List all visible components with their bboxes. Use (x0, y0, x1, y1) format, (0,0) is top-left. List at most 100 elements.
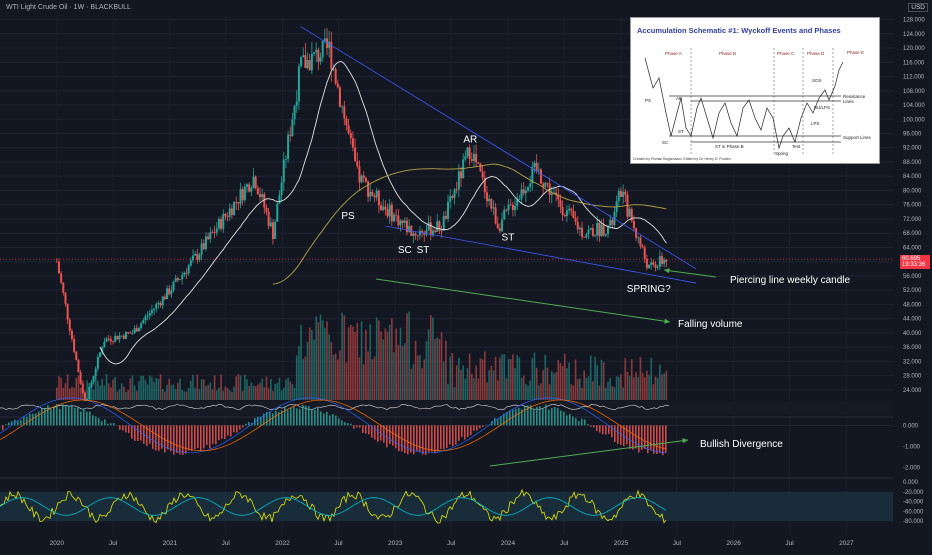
macd-histogram-bar (410, 425, 412, 452)
inset-label-lps: LPS (811, 121, 820, 126)
price-tick-label: 24.000 (903, 388, 922, 394)
candle-body (564, 215, 566, 216)
macd-histogram-bar (269, 412, 271, 425)
inset-credit: Created by Roman Bogomazov. Edited by Dr… (633, 157, 732, 161)
candle-body (639, 238, 641, 247)
inset-label-spring: Spring (775, 151, 788, 156)
volume-bar (361, 322, 363, 400)
candle-body (190, 260, 192, 265)
candle-body (259, 194, 261, 197)
candle-body (454, 189, 456, 197)
candle-body (657, 267, 659, 268)
volume-bar (553, 374, 555, 400)
candle-body (302, 55, 304, 57)
volume-bar (415, 341, 417, 400)
candle-body (601, 225, 603, 237)
macd-histogram-bar (638, 425, 640, 452)
macd-histogram-bar (131, 425, 133, 438)
volume-bar (311, 330, 313, 400)
candle-body (354, 148, 356, 162)
candle-body (451, 196, 453, 198)
candle-body (518, 199, 520, 200)
volume-bar (493, 370, 495, 400)
macd-histogram-bar (572, 416, 574, 425)
macd-histogram-bar (290, 408, 292, 426)
candle-body (443, 216, 445, 231)
candle-body (633, 221, 635, 229)
volume-bar (231, 392, 233, 400)
volume-bar (439, 339, 441, 400)
osc-tick-label: -40.000 (903, 500, 924, 506)
inset-label-ps: PS (645, 98, 651, 103)
volume-bar (192, 375, 194, 400)
candle-body (572, 211, 574, 218)
macd-histogram-bar (287, 410, 289, 426)
candle-body (449, 196, 451, 202)
volume-bar (488, 370, 490, 400)
candle-body (428, 222, 430, 230)
volume-bar (289, 381, 291, 400)
volume-bar (417, 356, 419, 400)
candle-body (95, 369, 97, 376)
volume-bar (238, 374, 240, 400)
volume-bar (147, 385, 149, 400)
price-tick-label: 96.000 (903, 132, 922, 138)
candle-body (637, 238, 639, 239)
candle-body (382, 207, 384, 210)
price-tick-label: 120.000 (903, 46, 925, 52)
volume-bar (123, 387, 125, 400)
volume-bar (274, 384, 276, 400)
volume-bar (497, 380, 499, 400)
volume-bar (354, 332, 356, 400)
candle-body (112, 341, 114, 342)
volume-bar (410, 369, 412, 400)
volume-bar (445, 340, 447, 400)
price-tick-label: 108.000 (903, 89, 925, 95)
volume-bar (337, 359, 339, 400)
macd-histogram-bar (551, 408, 553, 425)
volume-bar (426, 341, 428, 400)
macd-histogram-bar (233, 425, 235, 432)
candle-body (304, 55, 306, 68)
candle-body (244, 187, 246, 200)
volume-bar (331, 342, 333, 400)
macd-histogram-bar (155, 425, 157, 450)
price-tick-label: 56.000 (903, 274, 922, 280)
volume-bar (391, 318, 393, 400)
volume-bar (588, 376, 590, 400)
volume-bar (270, 379, 272, 400)
candle-body (60, 273, 62, 282)
candle-body (106, 339, 108, 342)
volume-bar (264, 387, 266, 400)
time-tick-label: Jul (560, 540, 569, 547)
inset-label-test: Test (792, 144, 800, 149)
currency-button[interactable]: USD (908, 3, 928, 12)
inset-label-sos: SOS (812, 78, 822, 83)
volume-bar (175, 389, 177, 400)
candle-body (289, 135, 291, 136)
candle-body (482, 172, 484, 178)
macd-histogram-bar (302, 405, 304, 426)
macd-histogram-bar (473, 425, 475, 430)
macd-histogram-bar (272, 413, 274, 425)
candle-body (278, 195, 280, 203)
volume-bar (637, 377, 639, 400)
volume-bar (233, 387, 235, 400)
volume-bar (514, 368, 516, 400)
candle-body (577, 222, 579, 229)
candle-body (393, 215, 395, 222)
macd-histogram-bar (404, 425, 406, 453)
candle-body (227, 216, 229, 217)
candle-body (408, 226, 410, 232)
candle-body (153, 309, 155, 310)
candle-body (242, 189, 244, 200)
macd-histogram-bar (422, 425, 424, 454)
macd-histogram-bar (293, 407, 295, 426)
price-tick-label: 80.000 (903, 188, 922, 194)
inset-phase-a: Phase A (665, 51, 682, 56)
macd-histogram-bar (356, 425, 358, 427)
volume-bar (251, 382, 253, 400)
macd-histogram-bar (125, 425, 127, 432)
candle-body (263, 194, 265, 208)
